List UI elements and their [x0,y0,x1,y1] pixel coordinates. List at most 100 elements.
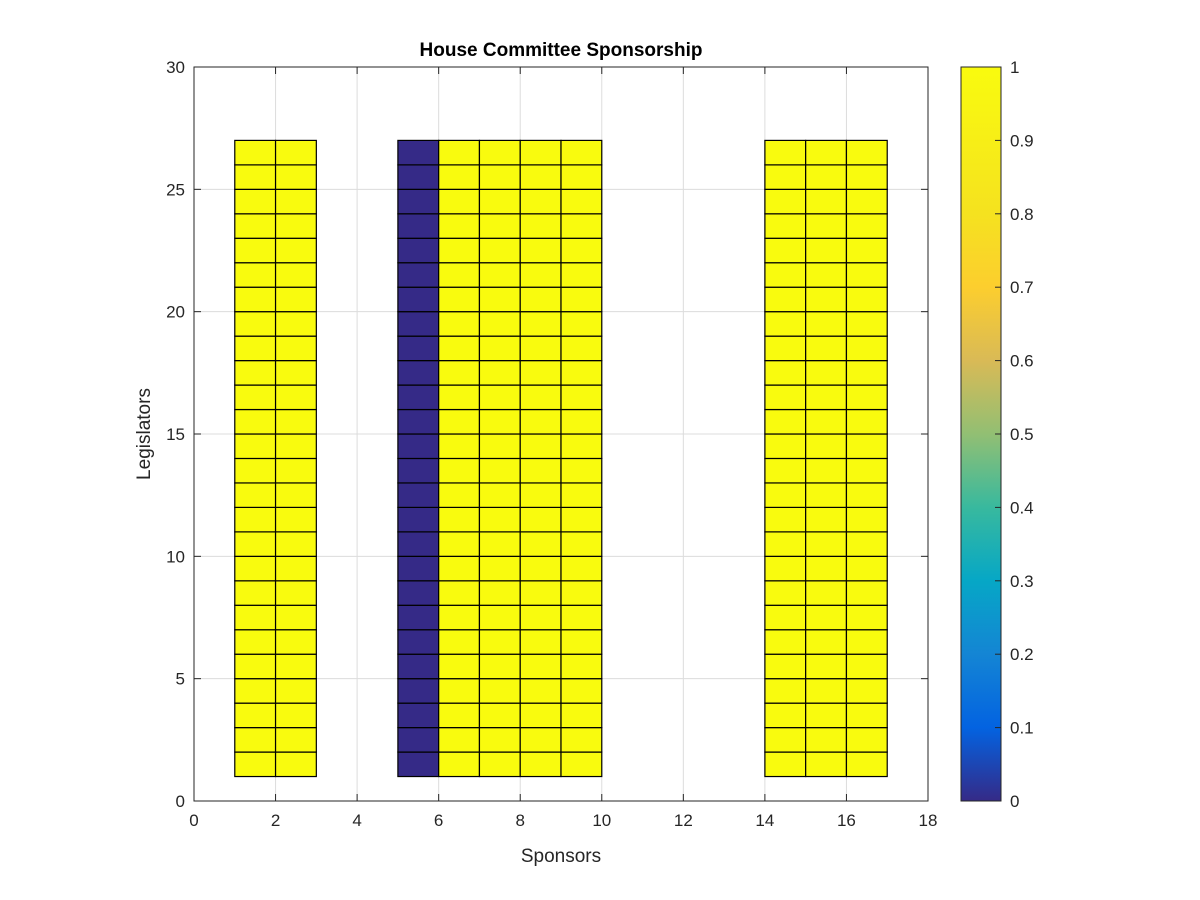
heatmap-cell [764,286,807,313]
heatmap-cell [234,188,277,215]
heatmap-cell [274,139,317,166]
heatmap-cell [764,164,807,190]
heatmap-cell [805,653,848,680]
heatmap-cell [438,751,481,778]
heatmap-cell [234,506,277,533]
heatmap-cell [560,678,603,704]
heatmap-cell [805,262,848,288]
heatmap-cell [478,286,521,313]
heatmap-cell [560,360,603,386]
y-tick-label: 5 [176,670,185,689]
heatmap-cell [274,286,317,313]
heatmap-cell [234,702,277,729]
heatmap-cell [560,213,603,239]
heatmap-cell [478,629,521,655]
heatmap-cell [519,726,562,753]
heatmap-cell [397,164,440,190]
heatmap-cell [764,237,807,264]
heatmap-cell [478,457,521,484]
heatmap-cell [478,531,521,557]
y-axis-ticks: 0 5 10 15 20 25 30 [166,58,928,811]
y-tick-label: 10 [166,547,185,566]
y-axis-label: Legislators [134,388,155,480]
heatmap-cell [519,580,562,606]
heatmap-cell [274,433,317,460]
heatmap-cell [397,531,440,557]
colorbar-ticks: 0 0.1 0.2 0.3 0.4 0.5 0.6 0.7 0.8 0.9 1 [995,58,1034,811]
heatmap-cell [560,482,603,508]
colorbar-tick-label: 0 [1010,792,1019,811]
heatmap-cell [397,237,440,264]
x-tick-label: 16 [837,811,856,830]
heatmap-cell [519,360,562,386]
heatmap-cell [234,433,277,460]
heatmap-cell [274,164,317,190]
heatmap-cell [397,653,440,680]
heatmap-cell [519,311,562,337]
heatmap-cells [234,139,888,778]
heatmap-cell [560,457,603,484]
heatmap-cell [805,335,848,362]
heatmap-cell [478,164,521,190]
heatmap-cell [519,384,562,411]
heatmap-cell [234,531,277,557]
y-tick-label: 0 [176,792,185,811]
heatmap-cell [274,237,317,264]
heatmap-cell [438,580,481,606]
heatmap-cell [397,433,440,460]
heatmap-cell [519,751,562,778]
heatmap-cell [397,678,440,704]
heatmap-cell [478,311,521,337]
heatmap-cell [805,188,848,215]
heatmap-cell [397,139,440,166]
heatmap-cell [438,360,481,386]
heatmap-cell [478,139,521,166]
heatmap-cell [274,726,317,753]
colorbar-tick-label: 0.5 [1010,425,1034,444]
heatmap-cell [274,751,317,778]
heatmap-cell [764,580,807,606]
heatmap-cell [397,555,440,582]
heatmap-cell [438,311,481,337]
heatmap-cell [560,311,603,337]
heatmap-cell [519,433,562,460]
heatmap-cell [274,311,317,337]
x-axis-label: Sponsors [521,846,601,867]
heatmap-cell [234,678,277,704]
heatmap-cell [764,726,807,753]
heatmap-cell [234,311,277,337]
heatmap-cell [845,188,888,215]
heatmap-cell [560,580,603,606]
heatmap-cell [845,360,888,386]
colorbar: 0 0.1 0.2 0.3 0.4 0.5 0.6 0.7 0.8 0.9 1 [960,58,1034,811]
x-tick-label: 8 [515,811,524,830]
y-tick-label: 15 [166,425,185,444]
heatmap-cell [397,751,440,778]
heatmap-cell [845,482,888,508]
heatmap-cell [519,604,562,631]
heatmap-cell [438,702,481,729]
heatmap-cell [519,408,562,435]
heatmap-cell [519,653,562,680]
heatmap-cell [845,629,888,655]
heatmap-cell [274,213,317,239]
heatmap-cell [478,653,521,680]
heatmap-cell [274,360,317,386]
heatmap-cell [764,311,807,337]
heatmap-cell [764,678,807,704]
heatmap-cell [478,408,521,435]
heatmap-cell [805,164,848,190]
heatmap-cell [805,702,848,729]
heatmap-cell [764,139,807,166]
heatmap-cell [397,360,440,386]
heatmap-cell [438,335,481,362]
x-tick-label: 14 [755,811,774,830]
colorbar-tick-label: 0.9 [1010,131,1034,150]
heatmap-cell [560,408,603,435]
heatmap-cell [845,335,888,362]
heatmap-cell [764,335,807,362]
heatmap-cell [397,506,440,533]
heatmap-cell [845,262,888,288]
x-tick-label: 2 [271,811,280,830]
